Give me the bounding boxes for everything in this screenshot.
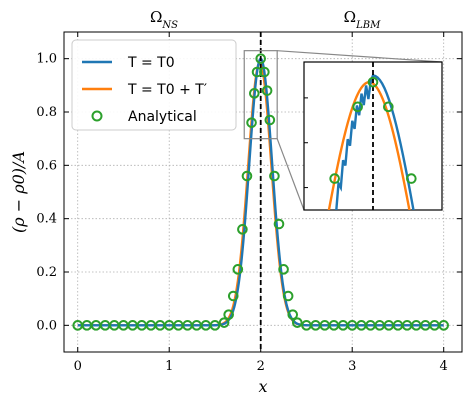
analytical-point [241,170,253,182]
legend-box [71,39,237,131]
inset-analytical-point [406,173,417,184]
axis-ticks: 0 1 2 3 4 0.0 0.2 0.4 0.6 0.8 1.0 [36,32,462,374]
inset-series-line [327,80,411,210]
analytical-point [249,88,260,99]
inset-analytical-point [329,173,340,184]
analytical-point [269,170,280,182]
analytical-point [246,117,257,128]
zoom-box [243,50,278,140]
region-label-ns: ΩNS [150,8,178,31]
analytical-point [259,66,270,78]
analytical-point [292,317,303,328]
analytical-point [237,224,248,235]
legend-label: Analytical [128,109,197,125]
analytical-point [282,290,294,302]
y-tick-label: 0.2 [36,265,57,280]
analytical-point [209,320,221,331]
legend-marker [91,110,103,122]
inset-analytical-point [383,101,394,113]
inset-series-line [335,74,415,210]
analytical-point [232,264,244,275]
inset-analytical-point [352,101,363,113]
analytical-point [223,309,234,320]
x-tick-label: 2 [257,359,265,374]
analytical-point [273,218,285,230]
y-tick-label: 0.6 [36,158,57,173]
analytical-point [287,309,299,320]
legend-label: T = T0 + T′ [127,82,207,98]
analytical-point [261,85,273,96]
y-tick-label: 0.4 [36,212,57,227]
analytical-point [438,320,450,331]
legend-label: T = T0 [127,55,175,71]
x-tick-label: 1 [165,359,173,374]
region-label-lbm: ΩLBM [344,8,381,31]
analytical-point [278,264,289,275]
analytical-point [264,114,276,126]
x-axis-label: x [258,377,267,396]
inset-content [327,62,417,210]
analytical-point [251,66,263,78]
y-tick-label: 1.0 [36,52,57,67]
y-axis-label: (ρ − ρ0)/A [9,151,28,233]
y-tick-label: 0.0 [36,318,57,333]
x-tick-label: 4 [440,359,448,374]
inset-analytical-point [367,76,379,88]
legend: T = T0 T = T0 + T′ Analytical [71,39,237,131]
analytical-point [227,290,239,302]
zoom-connectors [243,50,443,211]
inset-plot [303,61,443,211]
zoom-connector [277,50,443,63]
analytical-point [255,53,267,64]
x-tick-label: 3 [348,359,356,374]
plot-frame [63,31,463,353]
plot-area [72,32,450,352]
zoom-connector [276,138,305,211]
x-tick-label: 0 [74,359,82,374]
y-tick-label: 0.8 [36,105,57,120]
analytical-point [218,317,230,328]
